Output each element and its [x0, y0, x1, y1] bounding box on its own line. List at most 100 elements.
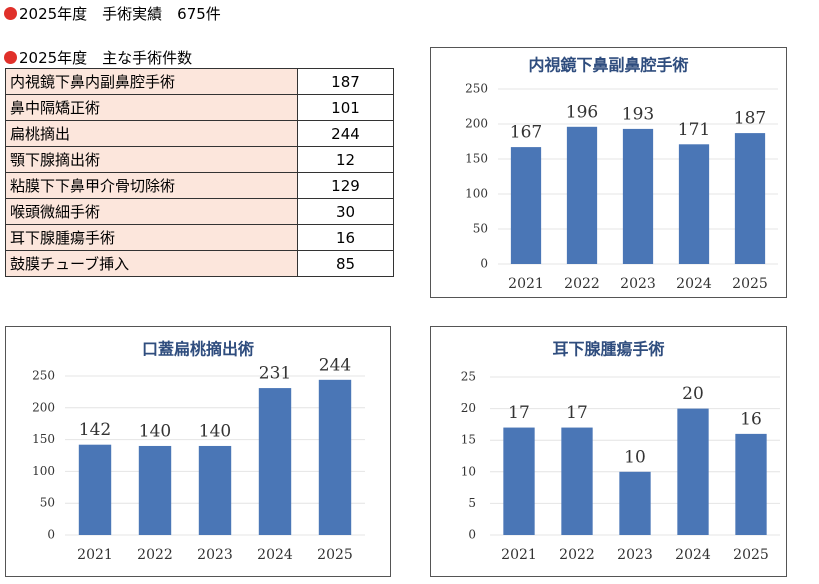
procedure-count: 30 [297, 198, 394, 225]
y-tick-label: 0 [468, 528, 476, 542]
chart-title: 内視鏡下鼻副鼻腔手術 [528, 56, 688, 75]
bar [677, 408, 709, 535]
x-tick-label: 2022 [559, 547, 595, 563]
x-tick-label: 2025 [733, 547, 769, 563]
bar [619, 471, 651, 535]
bar [78, 444, 112, 535]
bar [138, 445, 172, 535]
bar [734, 133, 766, 264]
procedure-name: 鼓膜チューブ挿入 [5, 250, 298, 277]
procedure-name: 粘膜下下鼻甲介骨切除術 [5, 172, 298, 199]
chart: 内視鏡下鼻副鼻腔手術 0 50 100 150 200 250 2021 167 2022 196 2… [430, 47, 787, 298]
procedure-count: 85 [297, 250, 394, 277]
procedure-count: 129 [297, 172, 394, 199]
bullet [4, 51, 17, 64]
bullet [4, 7, 17, 20]
chart-frame [430, 47, 787, 298]
value-label: 231 [259, 364, 291, 384]
procedure-name: 耳下腺腫瘍手術 [5, 224, 298, 251]
value-label: 17 [566, 403, 588, 423]
y-tick-label: 200 [465, 117, 488, 131]
chart-frame [5, 326, 391, 577]
x-tick-label: 2021 [77, 547, 113, 563]
heading-text: 2025年度 手術実績 675件 [19, 5, 221, 23]
table-row: 扁桃摘出 244 [5, 120, 394, 147]
value-label: 171 [678, 120, 710, 140]
value-label: 10 [624, 447, 646, 467]
x-tick-label: 2024 [676, 276, 712, 292]
value-label: 140 [199, 421, 231, 441]
y-tick-label: 250 [465, 82, 488, 96]
y-tick-label: 250 [32, 369, 55, 383]
bar [622, 128, 654, 264]
x-tick-label: 2022 [564, 276, 600, 292]
table-row: 顎下腺摘出術 12 [5, 146, 394, 173]
bar [735, 433, 767, 535]
bar [510, 147, 542, 264]
table-row: 喉頭微細手術 30 [5, 198, 394, 225]
procedure-name: 内視鏡下鼻内副鼻腔手術 [5, 68, 298, 95]
procedure-count: 101 [297, 94, 394, 121]
bar [258, 388, 292, 535]
x-tick-label: 2024 [675, 547, 711, 563]
bar [198, 445, 232, 535]
bar [318, 379, 352, 535]
y-tick-label: 100 [32, 464, 55, 478]
x-tick-label: 2022 [137, 547, 173, 563]
y-tick-label: 150 [465, 152, 488, 166]
procedure-name: 扁桃摘出 [5, 120, 298, 147]
chart-frame [430, 326, 787, 577]
value-label: 17 [508, 403, 530, 423]
x-tick-label: 2021 [501, 547, 537, 563]
value-label: 193 [622, 104, 654, 124]
procedure-name: 鼻中隔矯正術 [5, 94, 298, 121]
y-tick-label: 10 [461, 464, 476, 478]
procedure-count: 187 [297, 68, 394, 95]
bar [503, 427, 535, 535]
heading: 2025年度 手術実績 675件 [4, 3, 221, 24]
procedure-count: 16 [297, 224, 394, 251]
x-tick-label: 2023 [197, 547, 233, 563]
procedure-count: 12 [297, 146, 394, 173]
x-tick-label: 2025 [732, 276, 768, 292]
y-tick-label: 150 [32, 432, 55, 446]
y-tick-label: 5 [468, 496, 476, 510]
x-tick-label: 2023 [620, 276, 656, 292]
y-tick-label: 100 [465, 187, 488, 201]
bar [561, 427, 593, 535]
procedure-name: 喉頭微細手術 [5, 198, 298, 225]
surgery-table: 内視鏡下鼻内副鼻腔手術 187 鼻中隔矯正術 101 扁桃摘出 244 顎下腺摘出術 12 粘膜… [5, 68, 394, 277]
value-label: 16 [740, 409, 762, 429]
subheading-text: 2025年度 主な手術件数 [19, 49, 193, 67]
table-row: 耳下腺腫瘍手術 16 [5, 224, 394, 251]
value-label: 244 [319, 355, 351, 375]
subheading: 2025年度 主な手術件数 [4, 47, 192, 68]
x-tick-label: 2025 [317, 547, 353, 563]
value-label: 187 [734, 109, 766, 129]
chart: 口蓋扁桃摘出術 0 50 100 150 200 250 2021 142 2022 140 2023… [5, 326, 391, 577]
y-tick-label: 0 [47, 528, 55, 542]
chart-title: 耳下腺腫瘍手術 [552, 340, 664, 359]
value-label: 20 [682, 384, 704, 404]
bar [566, 126, 598, 264]
chart: 耳下腺腫瘍手術051015202520211720221720231020242… [430, 326, 787, 577]
y-tick-label: 50 [473, 222, 488, 236]
value-label: 142 [79, 420, 111, 440]
y-tick-label: 0 [480, 257, 488, 271]
chart-title: 口蓋扁桃摘出術 [142, 340, 254, 359]
table-row: 内視鏡下鼻内副鼻腔手術 187 [5, 68, 394, 95]
x-tick-label: 2021 [508, 276, 544, 292]
x-tick-label: 2024 [257, 547, 293, 563]
value-label: 167 [510, 123, 542, 143]
y-tick-label: 20 [461, 401, 476, 415]
value-label: 196 [566, 102, 598, 122]
x-tick-label: 2023 [617, 547, 653, 563]
bar [678, 144, 710, 264]
y-tick-label: 25 [461, 370, 476, 384]
table-row: 粘膜下下鼻甲介骨切除術 129 [5, 172, 394, 199]
table-row: 鼓膜チューブ挿入 85 [5, 250, 394, 277]
table-row: 鼻中隔矯正術 101 [5, 94, 394, 121]
procedure-name: 顎下腺摘出術 [5, 146, 298, 173]
procedure-count: 244 [297, 120, 394, 147]
